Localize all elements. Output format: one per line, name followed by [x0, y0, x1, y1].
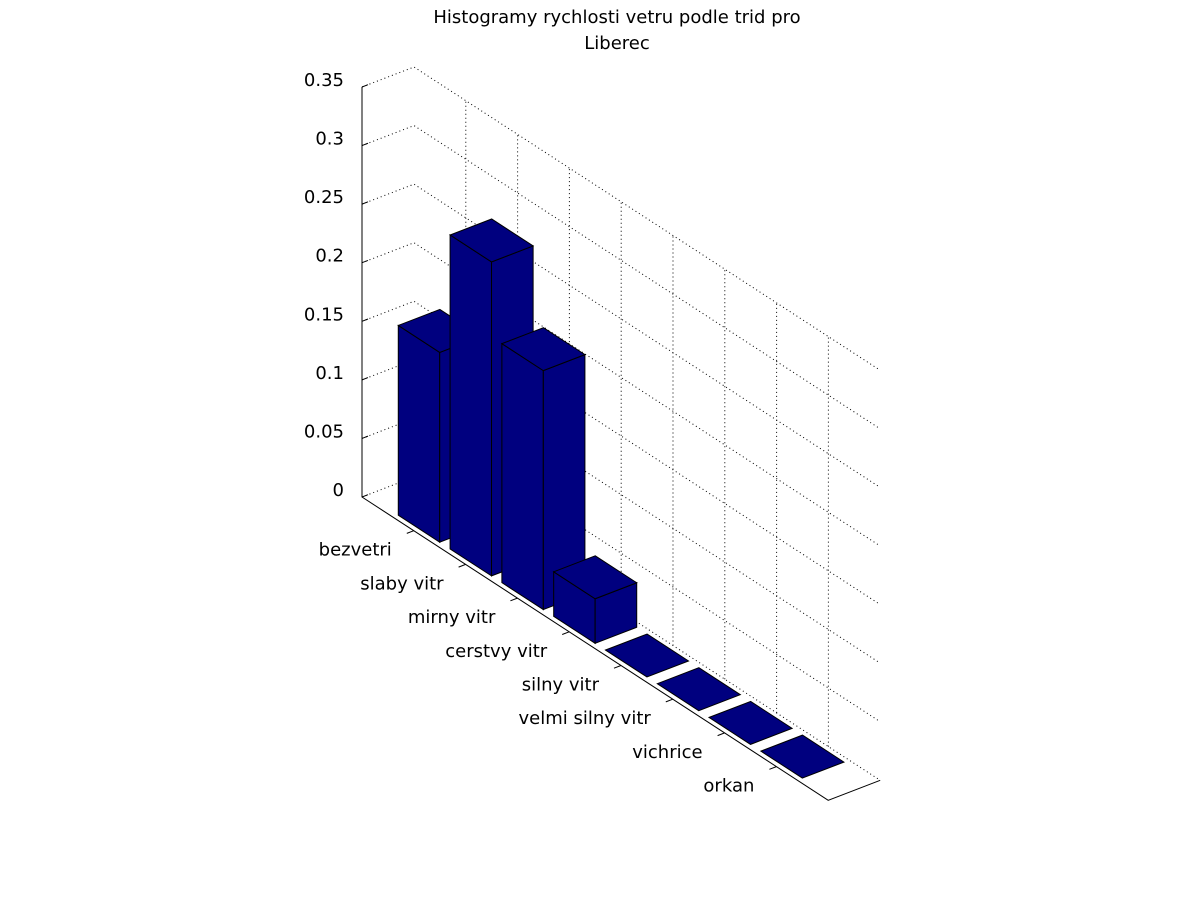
chart-title: Liberec [584, 33, 650, 54]
x-tick-label: silny vitr [522, 675, 600, 696]
x-tick-label: mirny vitr [408, 607, 496, 628]
tick-mark [613, 665, 622, 669]
z-tick-label: 0.15 [304, 304, 344, 325]
z-tick-label: 0 [333, 480, 344, 501]
tick-mark [406, 530, 414, 534]
z-tick-label: 0.05 [304, 421, 344, 442]
tick-mark [510, 597, 518, 602]
bar-top [552, 555, 638, 600]
z-tick-label: 0.3 [315, 129, 344, 150]
bar [707, 700, 794, 745]
bar-top [759, 734, 846, 779]
tick-mark [361, 377, 369, 381]
tick-mark [769, 766, 777, 770]
z-tick-label: 0.25 [304, 187, 344, 208]
tick-mark [361, 318, 369, 322]
bar [656, 667, 742, 712]
bar-front [397, 324, 441, 544]
tick-mark [458, 563, 466, 568]
chart-title: Histogramy rychlosti vetru podle trid pr… [433, 7, 800, 28]
tick-mark [562, 631, 570, 635]
tick-mark [665, 698, 673, 703]
tick-mark [361, 259, 369, 264]
tick-mark [361, 201, 369, 205]
bar-top [448, 218, 535, 263]
axis-line [361, 87, 881, 801]
tick-mark [361, 142, 369, 147]
tick-mark [717, 732, 725, 737]
z-tick-label: 0.35 [304, 70, 344, 91]
bar-top [707, 700, 794, 745]
x-tick-label: slaby vitr [360, 573, 444, 594]
x-tick-label: velmi silny vitr [519, 708, 652, 729]
z-tick-label: 0.1 [315, 363, 344, 384]
bar-front [501, 342, 544, 611]
x-tick-label: vichrice [632, 742, 702, 763]
bar-top [500, 327, 587, 372]
bar-front [449, 234, 493, 577]
bar-top [604, 633, 690, 678]
tick-mark [361, 435, 369, 439]
bar [500, 327, 587, 611]
bar [759, 734, 846, 779]
tick-mark [361, 494, 369, 498]
bar-top [656, 667, 742, 712]
x-tick-label: cerstvy vitr [445, 641, 548, 662]
tick-mark [361, 84, 369, 88]
x-tick-label: orkan [703, 776, 754, 797]
bar [552, 555, 638, 645]
z-tick-label: 0.2 [315, 246, 344, 267]
x-tick-label: bezvetri [319, 540, 392, 561]
bar [604, 633, 690, 678]
